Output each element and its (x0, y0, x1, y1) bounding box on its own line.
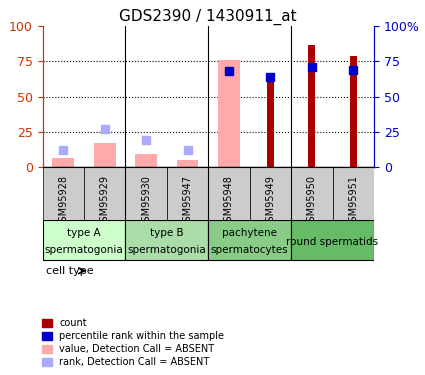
Text: pachytene: pachytene (222, 228, 277, 238)
Bar (125, 167, 167, 220)
Text: type A: type A (67, 228, 101, 238)
Bar (42, 220, 125, 260)
Bar (350, 56, 357, 167)
Bar (332, 167, 374, 220)
Bar (84, 167, 125, 220)
Bar (52, 159, 74, 167)
Legend: count, percentile rank within the sample, value, Detection Call = ABSENT, rank, : count, percentile rank within the sample… (39, 315, 227, 370)
Bar (218, 60, 240, 167)
Bar (208, 167, 249, 220)
Text: spermatogonia: spermatogonia (128, 246, 206, 255)
Text: spermatogonia: spermatogonia (45, 246, 123, 255)
Text: GSM95947: GSM95947 (182, 175, 193, 228)
Bar (208, 220, 291, 260)
Text: spermatocytes: spermatocytes (211, 246, 289, 255)
Bar (291, 220, 374, 260)
Text: GSM95930: GSM95930 (141, 175, 151, 228)
Bar (177, 160, 198, 167)
Text: GSM95950: GSM95950 (307, 175, 317, 228)
Bar (267, 80, 274, 167)
Bar (125, 220, 208, 260)
Bar (94, 143, 116, 167)
Text: round spermatids: round spermatids (286, 237, 379, 247)
Title: GDS2390 / 1430911_at: GDS2390 / 1430911_at (119, 9, 297, 25)
Bar (167, 167, 208, 220)
Bar (291, 167, 332, 220)
Bar (308, 45, 315, 167)
Text: cell type: cell type (46, 266, 94, 276)
Text: GSM95928: GSM95928 (58, 175, 68, 228)
Bar (42, 167, 84, 220)
Text: GSM95949: GSM95949 (265, 175, 275, 228)
Text: GSM95948: GSM95948 (224, 175, 234, 228)
Bar (249, 167, 291, 220)
Text: GSM95929: GSM95929 (99, 175, 110, 228)
Text: type B: type B (150, 228, 184, 238)
Bar (135, 154, 157, 167)
Text: GSM95951: GSM95951 (348, 175, 358, 228)
